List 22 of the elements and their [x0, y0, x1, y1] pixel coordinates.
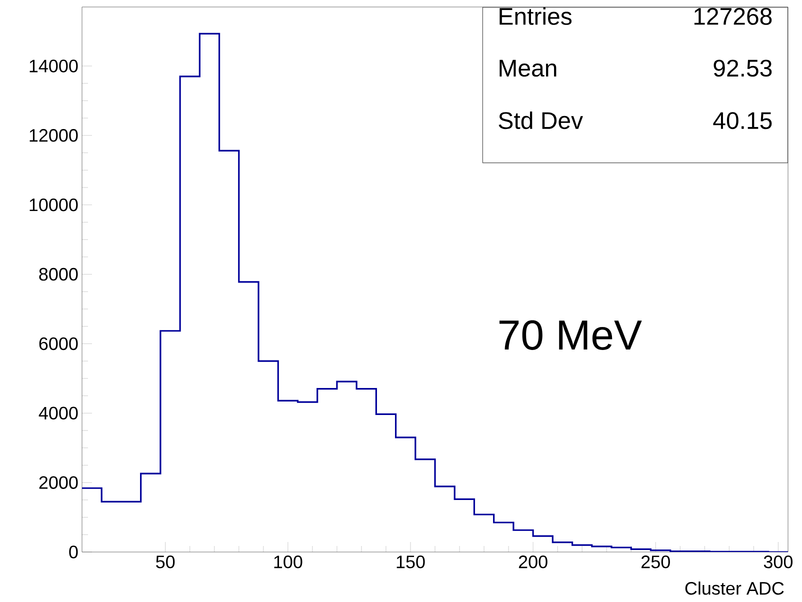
annotation: 70 MeV	[499, 320, 642, 350]
x-tick-label: 100	[274, 556, 302, 568]
x-axis-title: Cluster ADC	[685, 582, 784, 595]
y-tick-label: 2000	[39, 476, 78, 489]
annotation: Entries	[500, 7, 572, 25]
y-tick-label: 8000	[39, 268, 78, 281]
x-tick-label: 250	[642, 556, 670, 568]
x-tick-label: 200	[518, 556, 548, 568]
annotation: 40.15	[713, 112, 772, 130]
x-tick-label: 50	[156, 556, 175, 568]
y-tick-label: 4000	[38, 406, 78, 420]
x-tick-label: 300	[764, 556, 793, 568]
y-tick-label: 14000	[30, 60, 78, 72]
y-tick-label: 10000	[30, 198, 78, 212]
y-tick-label: 12000	[30, 129, 78, 142]
annotation: Std Dev	[498, 111, 583, 130]
annotation: 127268	[694, 8, 772, 25]
x-tick-label: 150	[396, 556, 425, 568]
annotation: 92.53	[714, 60, 772, 77]
y-tick-label: 6000	[39, 337, 78, 350]
y-tick-label: 0	[69, 546, 78, 558]
annotation: Mean	[500, 60, 556, 77]
